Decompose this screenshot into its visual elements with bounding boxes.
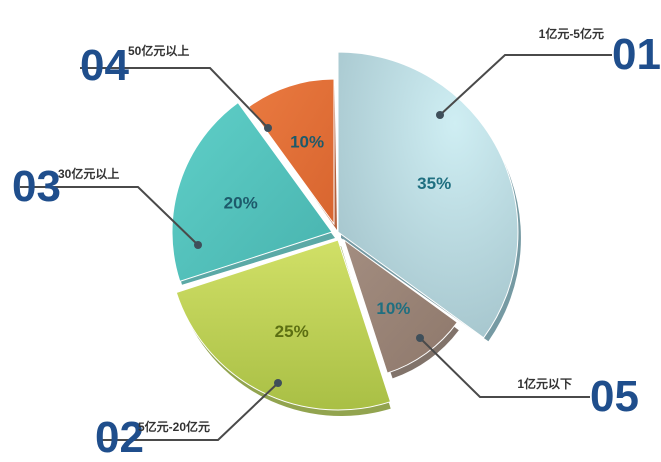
- callout-label-03: 30亿元以上: [58, 166, 119, 181]
- callout-line-04: [80, 67, 269, 129]
- pie-slice-03[interactable]: [171, 101, 333, 283]
- pie-slices: 35% 10% 25% 20% 10%: [171, 51, 521, 417]
- callout-dot-04: [264, 124, 272, 132]
- pie-slice-05[interactable]: [343, 238, 458, 374]
- callout-line-03: [20, 186, 199, 246]
- pie-slice-value-label-04: 10%: [290, 132, 324, 151]
- callout-number-02: 02: [95, 413, 144, 462]
- pie-slice-value-label-01: 35%: [417, 174, 451, 193]
- callout-label-04: 50亿元以上: [128, 43, 189, 58]
- pie-slice-04[interactable]: [248, 78, 335, 226]
- pie-slice-02[interactable]: [175, 239, 392, 411]
- pie-slice-value-label-03: 20%: [224, 193, 258, 212]
- callout-number-05: 05: [590, 372, 639, 421]
- callout-number-04: 04: [80, 41, 129, 90]
- callout-dot-03: [194, 241, 202, 249]
- pie-slice-01[interactable]: [337, 51, 519, 339]
- callout-dot-02: [274, 379, 282, 387]
- callout-line-01: [439, 54, 612, 116]
- callout-line-05: [419, 337, 590, 398]
- pie-slice-value-label-02: 25%: [275, 322, 309, 341]
- callout-number-03: 03: [12, 162, 61, 211]
- callout-dot-01: [436, 111, 444, 119]
- callout-line-02: [100, 382, 279, 441]
- callout-number-01: 01: [612, 30, 661, 79]
- callout-dot-05: [416, 334, 424, 342]
- pie-slice-value-label-05: 10%: [376, 299, 410, 318]
- callout-label-01: 1亿元-5亿元: [539, 26, 604, 41]
- callout-label-02: 5亿元-20亿元: [138, 419, 210, 434]
- callout-label-05: 1亿元以下: [517, 376, 572, 391]
